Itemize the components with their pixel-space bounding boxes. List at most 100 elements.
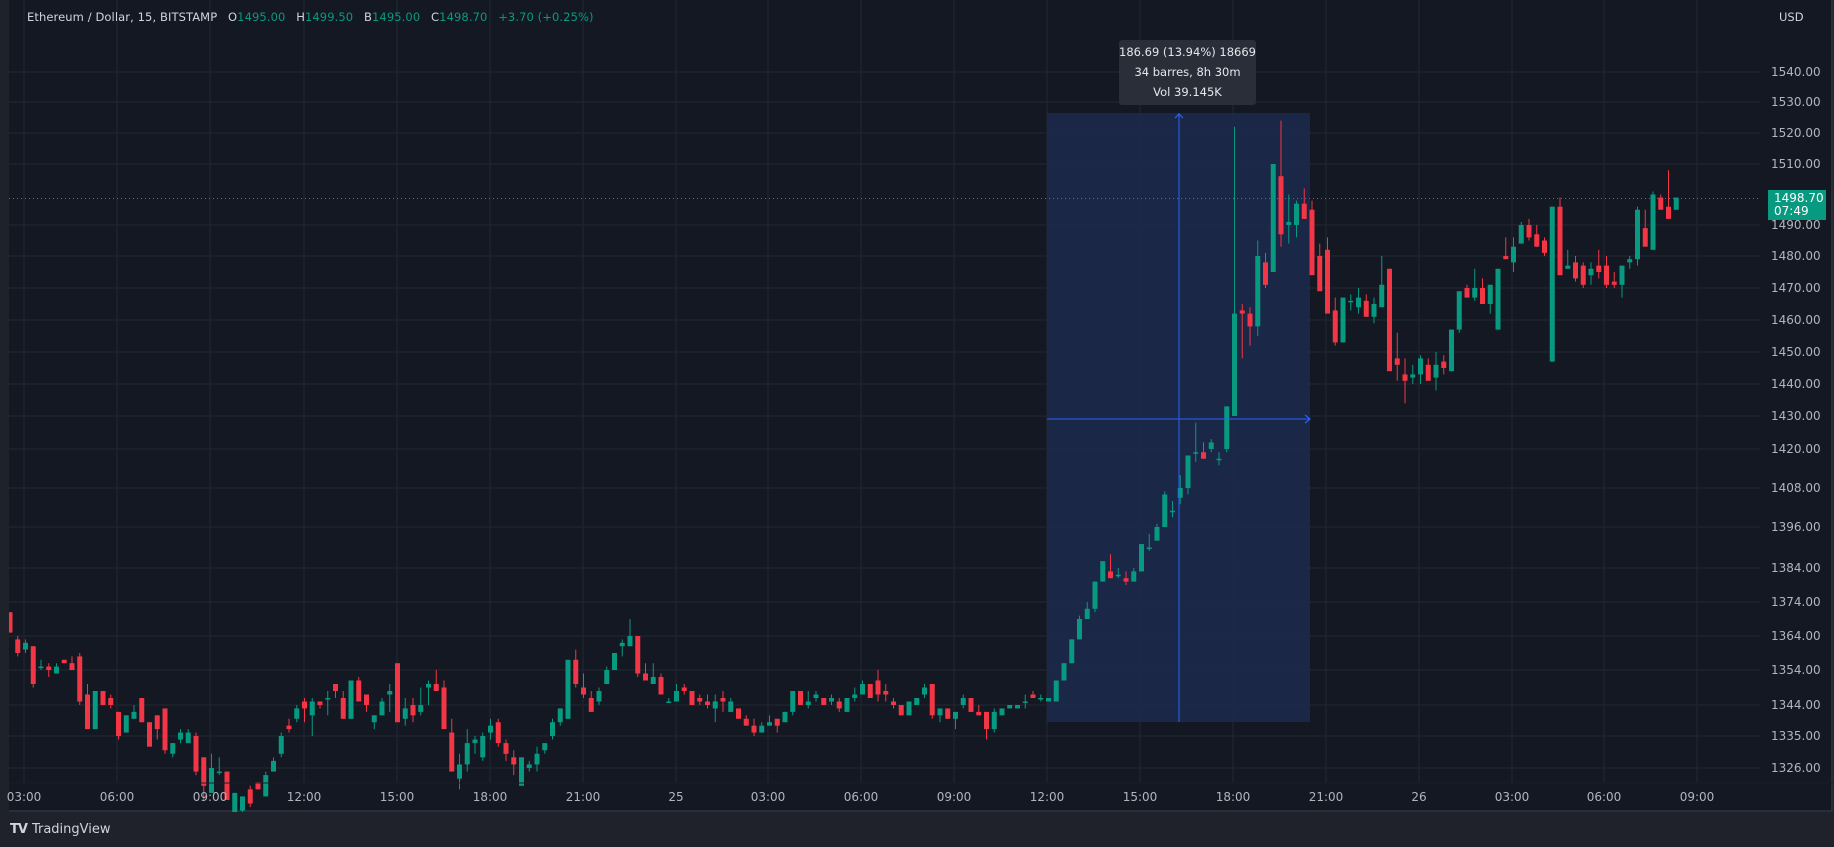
candle-up [674,691,679,702]
candle-up [782,711,788,723]
candlestick-chart[interactable] [9,0,1833,812]
candle-down [1503,256,1509,260]
candle-up [278,736,284,754]
candle-down [1596,265,1602,272]
candle-up [1627,259,1633,263]
candle-up [1232,313,1237,416]
candle-up [534,753,540,765]
candle-down [1247,313,1253,327]
candle-up [557,708,563,723]
time-tick-label: 25 [668,790,684,804]
price-tick-label: 1540.00 [1771,65,1821,79]
close-value: 1498.70 [439,10,488,24]
time-tick-label: 06:00 [843,790,879,804]
candle-down [643,673,648,681]
candle-down [1542,240,1547,253]
chart-pane[interactable]: Ethereum / Dollar, 15, BITSTAMP O1495.00… [7,0,1833,812]
candle-down [1557,206,1563,276]
tradingview-branding[interactable]: TV TradingView [10,822,110,837]
candle-down [697,698,703,702]
candle-down [162,708,168,751]
candle-up [1053,680,1059,702]
candle-up [1224,406,1230,449]
candle-down [1580,265,1586,285]
candle-down [116,711,121,736]
price-tick-label: 1384.00 [1771,561,1821,575]
measure-volume: Vol 39.145K [1153,85,1222,99]
candle-up [240,796,245,811]
price-tick-label: 1374.00 [1771,595,1821,609]
candle-up [953,711,958,719]
candle-up [1115,574,1121,577]
candle-down [1666,206,1671,219]
candle-down [108,698,114,705]
candle-down [1108,571,1113,579]
candle-down [836,701,842,709]
candle-down [30,646,36,684]
candle-down [503,743,509,754]
brand-name: TradingView [31,822,111,837]
candle-up [1022,701,1028,703]
candle-down [929,684,935,716]
candle-down [1332,310,1338,343]
candle-up [519,757,524,786]
candle-up [790,691,796,712]
candle-up [1518,225,1524,244]
candle-down [1278,176,1284,235]
candle-up [922,687,927,695]
price-tick-label: 1510.00 [1771,157,1821,171]
candle-up [1418,358,1423,375]
change-value: +3.70 (+0.25%) [498,10,594,24]
candle-up [1286,221,1292,225]
candle-down [1658,197,1664,210]
candle-down [1263,262,1268,285]
candle-up [1139,544,1144,572]
candle-up [418,705,424,712]
candle-up [542,743,548,751]
candle-down [364,694,369,705]
symbol-legend: Ethereum / Dollar, 15, BITSTAMP O1495.00… [27,10,594,24]
candle-up [906,701,912,716]
price-tick-label: 1354.00 [1771,663,1821,677]
candle-down [340,698,346,719]
candle-down [495,722,501,744]
currency-label[interactable]: USD [1779,10,1804,24]
candle-up [1154,527,1160,541]
candle-down [286,725,292,730]
candle-up [619,642,625,647]
measure-change: 186.69 (13.94%) 18669 [1119,45,1256,59]
candle-down [247,789,253,804]
candle-up [914,698,920,705]
candle-up [294,708,300,719]
candle-up [1619,265,1625,285]
candle-up [999,708,1005,716]
candle-up [480,736,486,758]
last-price-badge: 1498.70 07:49 [1768,190,1826,220]
candle-up [309,701,315,716]
candle-up [759,725,765,733]
candle-down [681,687,687,691]
time-tick-label: 03:00 [1494,790,1530,804]
symbol-title[interactable]: Ethereum / Dollar, 15, BITSTAMP [27,10,218,24]
candle-down [9,612,13,633]
candle-down [1480,288,1485,304]
candle-up [178,732,183,740]
candle-down [720,698,726,702]
candle-down [1030,694,1036,698]
candle-down [883,691,889,695]
candle-down [255,782,261,790]
candle-up [1449,329,1454,372]
bar-countdown: 07:49 [1774,204,1809,218]
candle-up [1185,455,1191,488]
candle-up [1487,284,1493,304]
candle-up [271,760,276,772]
low-value: 1495.00 [371,10,421,24]
candle-up [1084,608,1090,619]
candle-down [774,718,780,726]
candle-down [1123,578,1129,582]
candle-down [1604,265,1609,285]
candle-up [1456,291,1462,330]
candle-up [23,642,28,650]
candle-up [209,768,214,793]
candle-up [1007,705,1013,709]
